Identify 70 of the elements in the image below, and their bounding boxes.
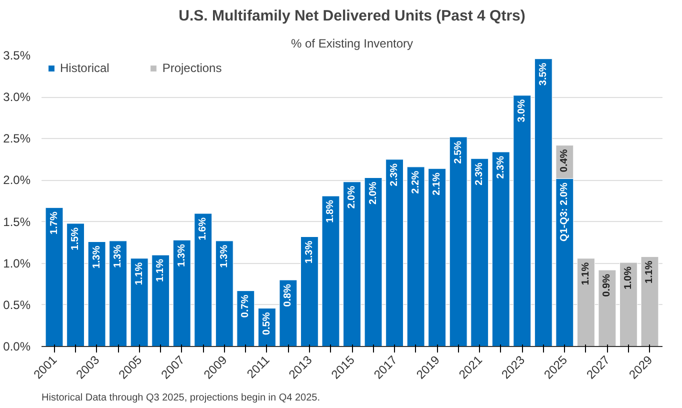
bar <box>194 213 212 346</box>
legend-label: Historical <box>60 61 110 75</box>
bar <box>406 166 425 346</box>
y-tick-label: 3.5% <box>3 48 31 62</box>
data-label: 2.2% <box>410 170 422 194</box>
data-label: 1.3% <box>112 244 124 268</box>
data-label: 1.5% <box>70 227 82 250</box>
bar <box>620 262 638 346</box>
data-label: 0.4% <box>559 149 570 172</box>
chart-title: U.S. Multifamily Net Delivered Units (Past 4 Qtrs) <box>178 8 526 24</box>
bar <box>130 258 148 346</box>
y-tick-label: 0.0% <box>3 340 31 354</box>
data-label: 1.3% <box>218 244 230 268</box>
data-label: 1.3% <box>176 244 188 267</box>
bar <box>513 95 532 346</box>
data-label: 0.5% <box>261 312 272 336</box>
bar <box>343 182 361 346</box>
bar <box>470 158 489 346</box>
bar <box>172 240 191 346</box>
bar <box>428 168 446 346</box>
data-label: 2.3% <box>495 156 506 179</box>
data-label: 1.1% <box>155 258 166 282</box>
data-label: 1.1% <box>644 260 656 284</box>
bar <box>598 270 616 346</box>
bar <box>449 136 468 346</box>
data-label: 2.5% <box>452 140 464 164</box>
data-label: 1.0% <box>622 266 634 290</box>
data-label: 2.0% <box>368 182 379 205</box>
bar <box>215 240 234 346</box>
bar <box>386 159 404 346</box>
data-label: 1.1% <box>134 262 145 286</box>
bar <box>364 177 382 346</box>
data-label: 3.5% <box>538 62 549 86</box>
legend-label: Projections <box>162 61 222 75</box>
data-label: 1.1% <box>580 262 592 286</box>
data-label: 2.3% <box>474 162 486 186</box>
y-tick-label: 3.0% <box>3 90 31 104</box>
bar <box>300 236 318 346</box>
y-tick-label: 2.0% <box>3 173 31 188</box>
bar <box>88 241 106 346</box>
data-label: 2.0% <box>346 186 358 209</box>
bar <box>534 58 552 346</box>
y-tick-label: 1.0% <box>3 256 31 270</box>
data-label: 0.9% <box>602 274 613 297</box>
bar <box>576 258 595 346</box>
data-label: Q1-Q3: 2.0% <box>559 182 570 242</box>
bar <box>640 256 659 346</box>
bar <box>322 196 340 346</box>
text: Historical Data through Q3 2025, projections begin in Q4 2025. <box>42 392 320 404</box>
y-tick-label: 2.5% <box>3 132 31 146</box>
data-label: 2.3% <box>389 163 400 186</box>
data-label: 1.3% <box>91 246 102 269</box>
y-tick-label: 0.5% <box>3 298 31 312</box>
data-label: 1.3% <box>304 240 315 264</box>
bar <box>45 207 64 346</box>
bar <box>109 240 128 346</box>
chart-subtitle: % of Existing Inventory <box>290 36 414 50</box>
bar <box>279 280 298 346</box>
bar <box>236 290 255 346</box>
bar <box>66 223 84 346</box>
data-label: 3.0% <box>516 99 528 122</box>
bar <box>492 152 510 346</box>
data-label: 1.7% <box>48 212 60 234</box>
data-label: 0.8% <box>282 284 294 307</box>
bar <box>152 254 170 346</box>
data-label: 2.1% <box>432 172 443 196</box>
y-tick-label: 1.5% <box>3 214 31 229</box>
data-label: 1.6% <box>198 217 209 240</box>
data-label: 1.8% <box>325 200 336 223</box>
data-label: 0.7% <box>240 294 252 318</box>
